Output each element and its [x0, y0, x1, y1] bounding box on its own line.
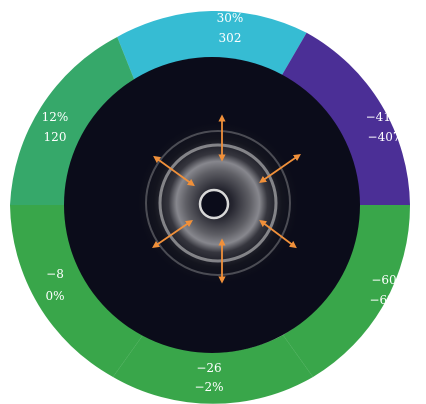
label-lower-left-line1: −8	[46, 267, 64, 281]
label-lower-right-line1: −60	[371, 273, 396, 287]
label-lower-left-line2: 0%	[45, 289, 64, 303]
catheter-lumen	[198, 188, 230, 220]
ring-segment-upper-right	[263, 32, 410, 205]
label-upper-right-line2: −407	[368, 130, 401, 144]
ring-segment-lower-left	[10, 205, 143, 377]
label-bottom-line1: −26	[196, 361, 221, 375]
arrow-upper-left	[153, 155, 195, 187]
label-top-line2: 302	[219, 31, 242, 45]
label-upper-left-line1: 12%	[42, 110, 69, 124]
ring-segment-lower-right	[283, 205, 411, 377]
label-upper-left-line2: 120	[44, 130, 67, 144]
arrow-upper-right	[259, 153, 301, 184]
arrow-lower-right	[259, 219, 297, 249]
strain-arrows	[152, 114, 301, 284]
label-top-line1: 30%	[217, 11, 244, 25]
vessel-wall-ring-outer	[145, 130, 291, 276]
label-bottom-line2: −2%	[194, 380, 223, 394]
vessel-wall-ring	[158, 143, 278, 263]
ring-segment-bottom	[113, 335, 313, 404]
label-upper-right-line1: −41%	[366, 110, 403, 124]
ring-segment-upper-left	[10, 37, 147, 205]
label-lower-right-line2: −6%	[369, 293, 398, 307]
arrow-lower-left	[152, 219, 193, 249]
